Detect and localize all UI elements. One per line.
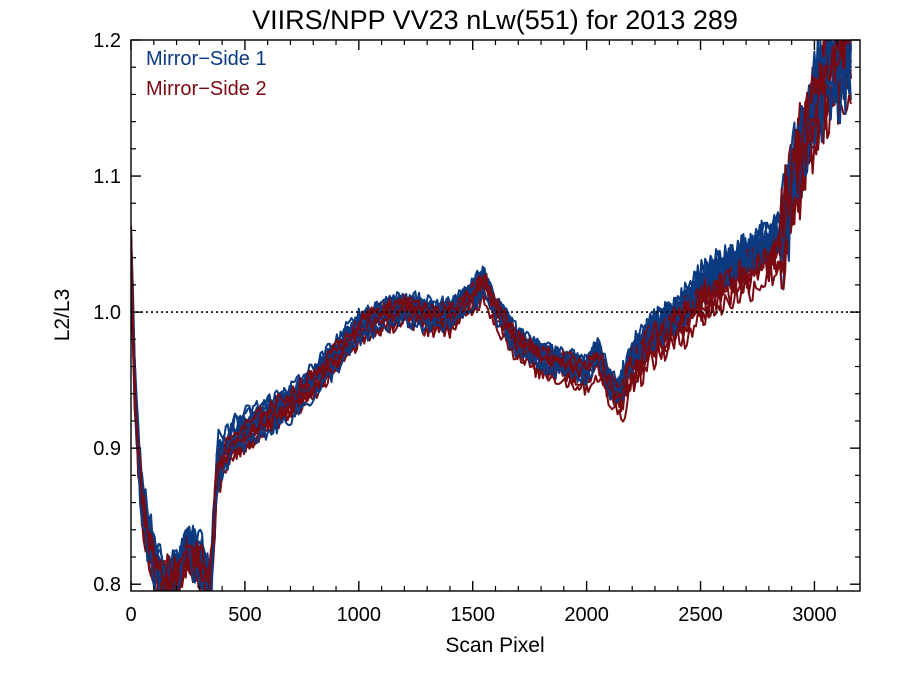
series-line-mirror-side-2	[131, 40, 852, 591]
series-line-mirror-side-1	[131, 45, 852, 591]
legend-entry-mirror-side-1: Mirror−Side 1	[146, 48, 267, 70]
series-line-mirror-side-1	[131, 40, 850, 591]
series-layer	[131, 40, 852, 591]
series-line-mirror-side-2	[131, 40, 852, 591]
legend: Mirror−Side 1 Mirror−Side 2	[146, 48, 267, 100]
y-tick-label: 1.0	[93, 302, 121, 324]
series-line-mirror-side-1	[131, 40, 852, 591]
x-tick-label: 1000	[337, 604, 382, 626]
x-tick-label: 3000	[792, 604, 837, 626]
x-tick-label: 0	[125, 604, 136, 626]
y-tick-label: 0.9	[93, 438, 121, 460]
y-tick-label: 1.2	[93, 30, 121, 52]
series-line-mirror-side-2	[131, 59, 852, 591]
y-tick-label: 1.1	[93, 166, 121, 188]
y-axis: 0.8 0.9 1.0 1.1 1.2	[93, 30, 860, 596]
legend-entry-mirror-side-2: Mirror−Side 2	[146, 78, 267, 100]
x-tick-label: 1500	[450, 604, 495, 626]
x-tick-label: 2500	[678, 604, 723, 626]
x-axis: 0 500 1000 1500 2000 2500 3000	[125, 40, 838, 626]
x-axis-label: Scan Pixel	[445, 634, 544, 657]
series-line-mirror-side-2	[131, 40, 850, 584]
chart-title: VIIRS/NPP VV23 nLw(551) for 2013 289	[252, 5, 738, 35]
x-tick-label: 500	[228, 604, 261, 626]
series-line-mirror-side-2	[131, 76, 852, 591]
x-tick-label: 2000	[564, 604, 609, 626]
y-tick-label: 0.8	[93, 574, 121, 596]
y-axis-label: L2/L3	[51, 289, 74, 342]
